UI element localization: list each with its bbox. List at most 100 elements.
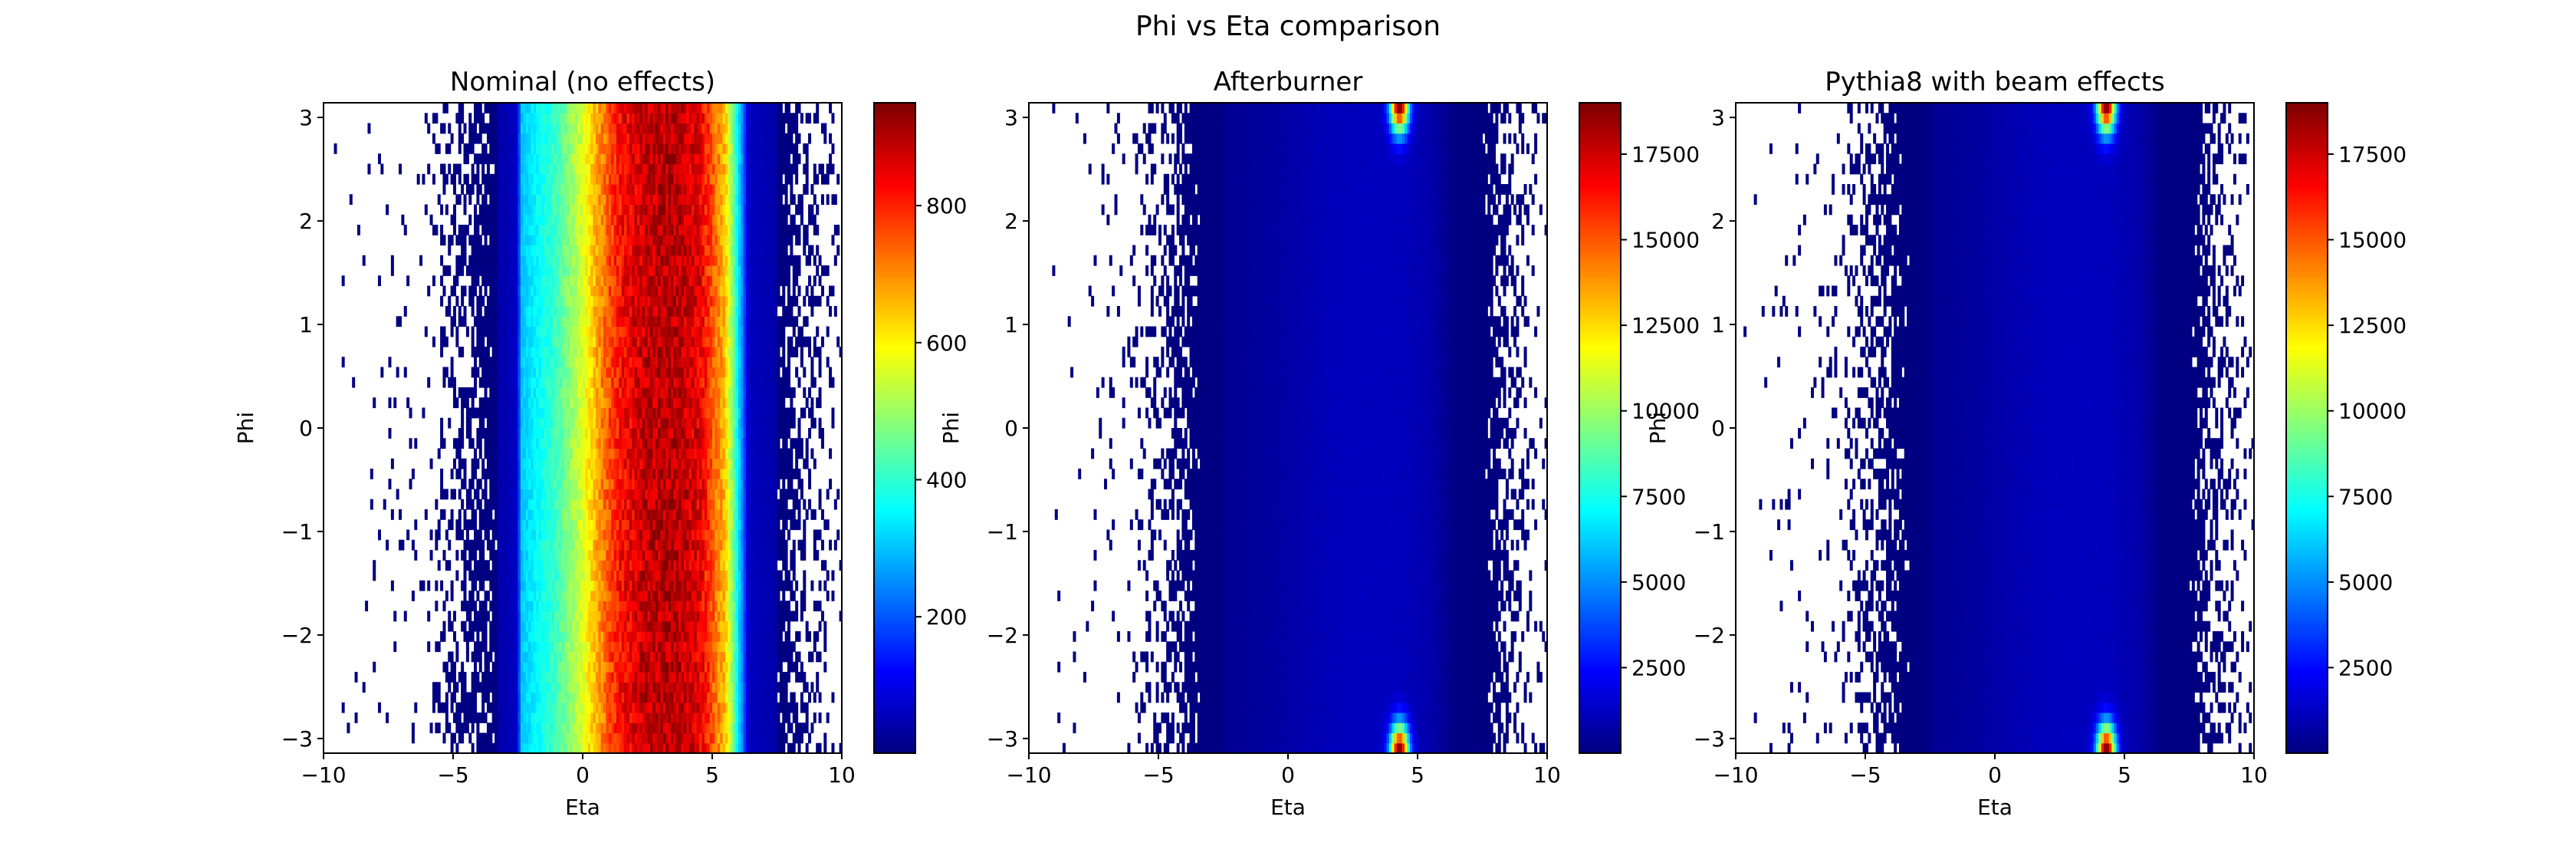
- heatmap-cell: [512, 601, 516, 612]
- heatmap-cell: [504, 347, 508, 357]
- heatmap-cell: [538, 509, 542, 520]
- heatmap-cell: [507, 641, 511, 653]
- heatmap-cell: [533, 499, 537, 510]
- heatmap-cell: [510, 580, 514, 591]
- heatmap-cell: [528, 560, 531, 571]
- heatmap-cell: [499, 499, 503, 510]
- heatmap-cell: [549, 570, 553, 581]
- heatmap-cell: [574, 194, 578, 206]
- heatmap-cell: [580, 153, 583, 165]
- heatmap-cell: [536, 428, 540, 439]
- heatmap-cell: [461, 682, 465, 693]
- heatmap-cell: [491, 489, 495, 500]
- heatmap-cell: [471, 651, 475, 663]
- heatmap-cell: [512, 397, 516, 409]
- heatmap-cell: [453, 316, 456, 327]
- heatmap-cell: [577, 153, 581, 165]
- heatmap-cell: [478, 377, 482, 388]
- heatmap-cell: [515, 153, 519, 165]
- heatmap-cell: [476, 611, 480, 622]
- heatmap-cell: [587, 417, 591, 429]
- heatmap-cell: [523, 265, 527, 276]
- heatmap-cell: [499, 550, 503, 561]
- heatmap-cell: [559, 306, 563, 317]
- heatmap-cell: [515, 539, 519, 551]
- heatmap-cell: [502, 742, 506, 754]
- heatmap-cell: [538, 163, 542, 175]
- heatmap-cell: [471, 123, 475, 134]
- heatmap-cell: [520, 377, 524, 388]
- heatmap-cell: [536, 285, 540, 297]
- heatmap-cell: [538, 458, 542, 469]
- heatmap-cell: [536, 479, 540, 490]
- heatmap-cell: [572, 153, 576, 165]
- heatmap-cell: [572, 347, 576, 357]
- heatmap-cell: [525, 620, 529, 632]
- heatmap-cell: [559, 560, 563, 571]
- heatmap-cell: [495, 285, 498, 297]
- heatmap-cell: [559, 103, 563, 114]
- heatmap-cell: [574, 611, 578, 622]
- heatmap-cell: [499, 275, 503, 287]
- heatmap-cell: [507, 407, 511, 419]
- heatmap-cell: [435, 113, 439, 124]
- heatmap-cell: [461, 732, 465, 744]
- heatmap-cell: [580, 570, 583, 581]
- heatmap-cell: [448, 163, 452, 175]
- heatmap-cell: [561, 357, 565, 368]
- heatmap-cell: [554, 347, 557, 357]
- heatmap-cell: [512, 692, 516, 703]
- heatmap-cell: [536, 560, 540, 571]
- heatmap-cell: [495, 133, 498, 144]
- heatmap-cell: [554, 397, 557, 409]
- heatmap-cell: [549, 163, 553, 175]
- heatmap-cell: [528, 742, 531, 754]
- heatmap-cell: [512, 417, 516, 429]
- heatmap-cell: [536, 458, 540, 469]
- heatmap-cell: [528, 407, 531, 419]
- heatmap-cell: [564, 295, 568, 307]
- heatmap-cell: [497, 458, 501, 469]
- heatmap-cell: [540, 255, 544, 266]
- heatmap-cell: [585, 407, 589, 419]
- heatmap-cell: [486, 448, 490, 459]
- heatmap-cell: [481, 153, 485, 165]
- heatmap-cell: [502, 306, 506, 317]
- heatmap-cell: [458, 143, 462, 154]
- heatmap-cell: [574, 489, 578, 500]
- heatmap-cell: [533, 397, 537, 409]
- heatmap-cell: [559, 661, 563, 673]
- heatmap-cell: [544, 591, 547, 601]
- heatmap-cell: [489, 732, 493, 744]
- heatmap-cell: [531, 489, 534, 500]
- heatmap-cell: [561, 225, 565, 235]
- heatmap-cell: [471, 580, 475, 591]
- heatmap-cell: [533, 265, 537, 276]
- heatmap-cell: [531, 722, 534, 734]
- heatmap-cell: [427, 163, 431, 175]
- heatmap-cell: [533, 529, 537, 541]
- heatmap-cell: [564, 306, 568, 317]
- heatmap-cell: [504, 143, 508, 154]
- heatmap-cell: [557, 326, 560, 337]
- heatmap-cell: [551, 672, 555, 683]
- heatmap-cell: [442, 550, 446, 561]
- heatmap-cell: [507, 133, 511, 144]
- heatmap-cell: [512, 539, 516, 551]
- heatmap-cell: [499, 672, 503, 683]
- heatmap-cell: [525, 428, 529, 439]
- heatmap-cell: [486, 397, 490, 409]
- heatmap-cell: [471, 184, 475, 195]
- heatmap-cell: [554, 143, 557, 154]
- heatmap-cell: [533, 519, 537, 531]
- heatmap-cell: [489, 225, 493, 235]
- heatmap-cell: [478, 357, 482, 368]
- heatmap-cell: [531, 387, 534, 398]
- heatmap-cell: [476, 295, 480, 307]
- heatmap-cell: [518, 153, 521, 165]
- heatmap-cell: [540, 245, 544, 256]
- heatmap-cell: [484, 620, 488, 632]
- heatmap-cell: [455, 163, 459, 175]
- heatmap-cell: [549, 275, 553, 287]
- heatmap-cell: [549, 428, 553, 439]
